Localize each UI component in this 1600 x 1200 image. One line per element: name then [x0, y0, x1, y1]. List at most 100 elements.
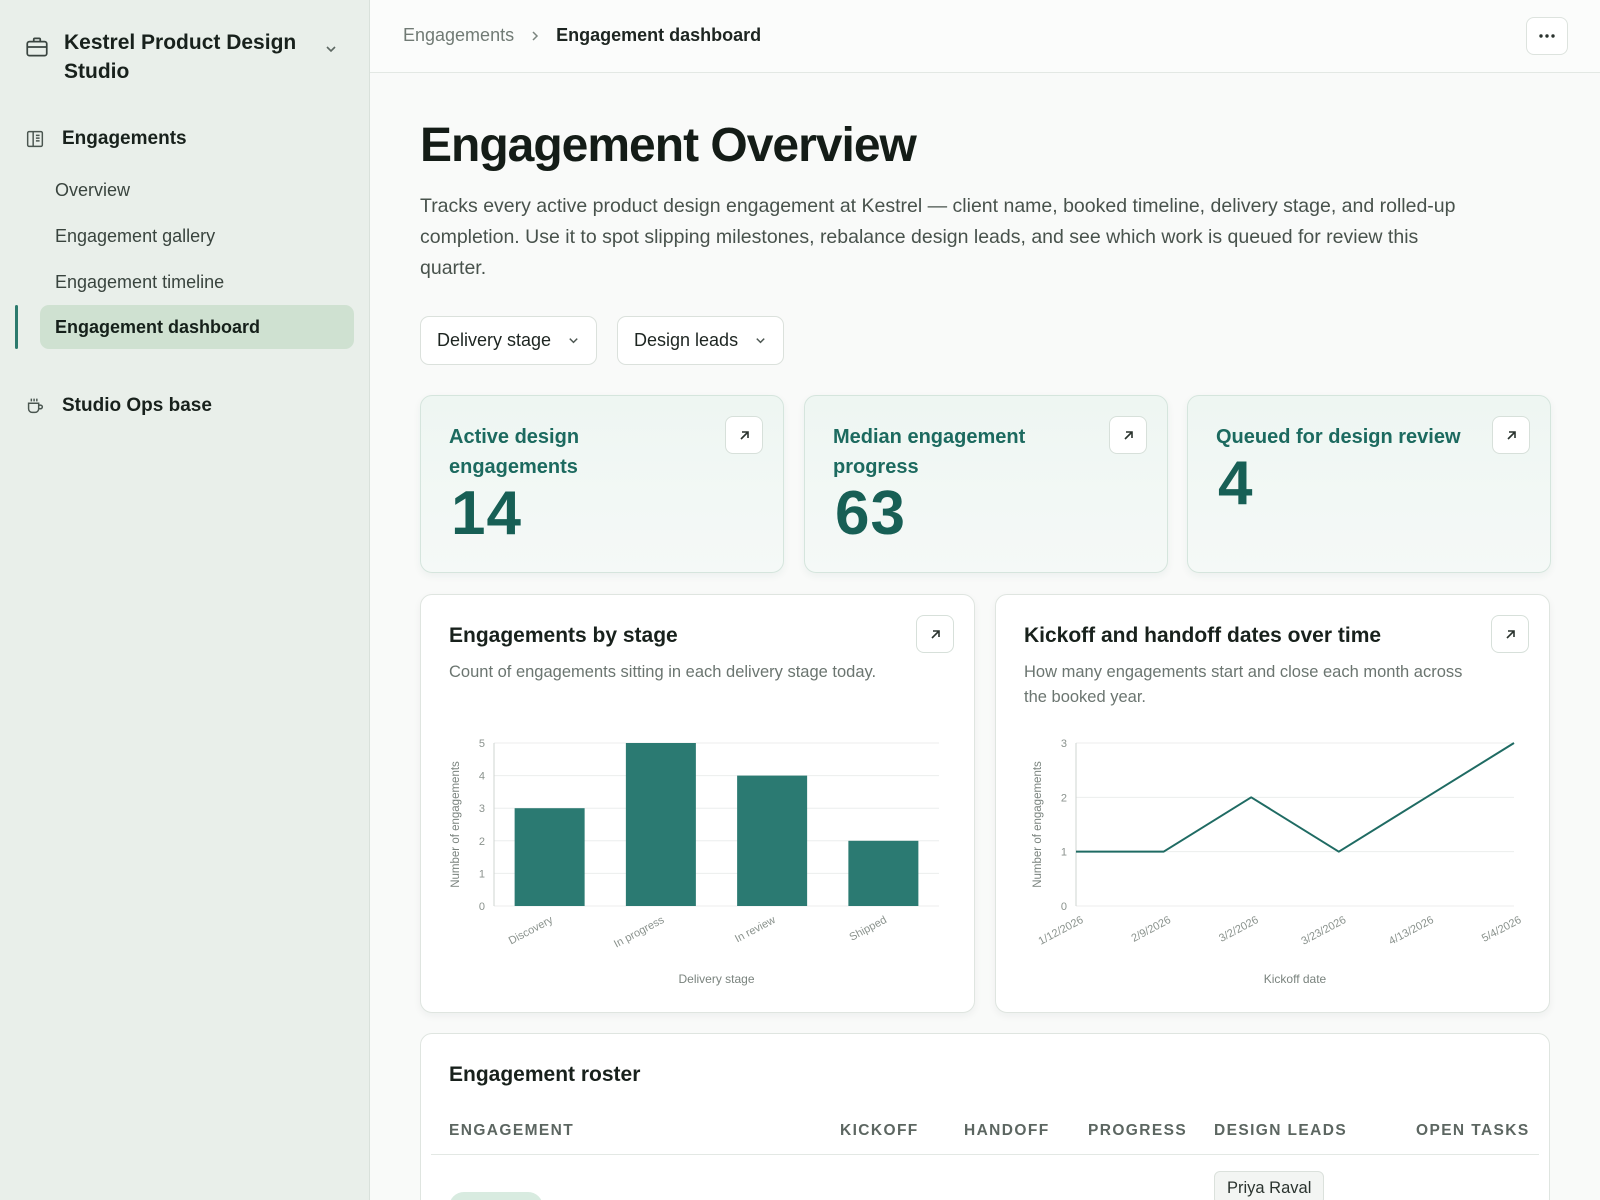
kpi-value: 14 [451, 479, 522, 548]
kpi-value: 4 [1218, 449, 1254, 518]
bar-chart: 0 1 2 3 4 5 Number of engagements Delivery stag… [450, 738, 939, 986]
breadcrumb-current: Engagement dashboard [556, 25, 762, 45]
y-tick-label: 2 [479, 836, 485, 848]
card-title: Engagements by stage [449, 624, 678, 647]
sidebar-item-overview[interactable]: Overview [40, 168, 354, 212]
column-header-progress[interactable]: PROGRESS [1088, 1122, 1188, 1139]
sidebar-item-label: Overview [55, 179, 131, 200]
more-horizontal-icon [1539, 34, 1555, 38]
sidebar-section-label: Engagements [62, 128, 187, 149]
x-tick-label: 3/23/2026 [1299, 914, 1348, 948]
y-axis-label: Number of engagements [1032, 761, 1044, 888]
x-tick-label: Discovery [507, 914, 556, 947]
bar [514, 808, 585, 906]
expand-button[interactable] [725, 416, 763, 454]
x-axis-label: Kickoff date [1264, 972, 1327, 986]
y-tick-label: 4 [479, 771, 485, 783]
y-tick-label: 1 [479, 868, 485, 880]
sidebar-section-studio-ops[interactable]: Studio Ops base [24, 395, 212, 417]
workspace-name: Kestrel Product Design Studio [64, 31, 297, 83]
expand-button[interactable] [916, 615, 954, 653]
y-tick-label: 0 [479, 901, 485, 913]
y-tick-label: 5 [479, 738, 485, 750]
chevron-down-icon[interactable] [324, 42, 338, 56]
x-tick-label: 1/12/2026 [1037, 914, 1086, 948]
chart-card-dates: 0 1 2 3 Number of engagements Kickoff date 1/1… [995, 594, 1550, 1013]
y-tick-label: 3 [479, 803, 485, 815]
bar [625, 743, 696, 906]
y-tick-label: 2 [1061, 792, 1067, 804]
y-tick-label: 3 [1061, 738, 1067, 750]
sidebar-item-timeline[interactable]: Engagement timeline [40, 260, 354, 304]
more-options-button[interactable] [1526, 17, 1568, 55]
kpi-label: Median engagement progress [833, 426, 1026, 478]
column-header-engagement[interactable]: ENGAGEMENT [449, 1122, 575, 1139]
x-tick-label: 5/4/2026 [1480, 914, 1523, 945]
sidebar-base-label: Studio Ops base [62, 395, 212, 416]
expand-button[interactable] [1109, 416, 1147, 454]
coffee-cup-icon [27, 398, 44, 414]
x-tick-label: In progress [612, 914, 667, 951]
y-tick-label: 1 [1061, 847, 1067, 859]
book-icon [26, 130, 44, 148]
y-tick-label: 0 [1061, 901, 1067, 913]
briefcase-icon [26, 37, 48, 57]
kpi-label: Active design engagements [449, 426, 580, 478]
column-header-design-leads[interactable]: DESIGN LEADS [1214, 1122, 1348, 1139]
sidebar-item-label: Engagement timeline [55, 271, 225, 292]
x-tick-label: 4/13/2026 [1387, 914, 1436, 948]
line-chart: 0 1 2 3 Number of engagements Kickoff date 1/1… [1032, 738, 1523, 986]
filter-delivery-stage[interactable]: Delivery stage [420, 316, 598, 365]
expand-button[interactable] [1492, 416, 1530, 454]
page-description: Tracks every active product design engag… [420, 195, 1456, 279]
chevron-right-icon [532, 30, 539, 41]
breadcrumb-parent[interactable]: Engagements [403, 25, 515, 45]
sidebar-item-dashboard[interactable]: Engagement dashboard [40, 305, 354, 349]
roster-title: Engagement roster [449, 1063, 641, 1086]
header-divider [431, 1154, 1539, 1155]
series-line [1076, 742, 1515, 853]
bar [848, 840, 919, 906]
kpi-card-queued-review: Queued for design review 4 [1187, 395, 1551, 573]
sidebar-item-gallery[interactable]: Engagement gallery [40, 214, 354, 258]
card-title: Kickoff and handoff dates over time [1024, 624, 1382, 647]
arrow-up-right-icon [1506, 430, 1516, 440]
x-tick-label: 2/9/2026 [1130, 914, 1173, 945]
engagement-roster: Engagement roster ENGAGEMENT KICKOFF HAN… [420, 1033, 1550, 1200]
sidebar-section-engagements[interactable]: Engagements [24, 128, 187, 150]
filter-label: Delivery stage [437, 330, 552, 350]
x-tick-label: Shipped [848, 914, 889, 944]
breadcrumb: Engagements Engagement dashboard [403, 25, 761, 46]
kpi-label: Queued for design review [1216, 426, 1461, 448]
column-header-handoff[interactable]: HANDOFF [964, 1122, 1050, 1139]
column-header-kickoff[interactable]: KICKOFF [840, 1122, 919, 1139]
stage-pill [449, 1192, 543, 1200]
arrow-up-right-icon [1123, 430, 1133, 440]
active-indicator [15, 305, 18, 349]
card-subtitle: Count of engagements sitting in each del… [449, 663, 877, 681]
arrow-up-right-icon [739, 430, 749, 440]
chart-card-by-stage: 0 1 2 3 4 5 Number of engagements Delivery stag… [420, 594, 975, 1013]
x-tick-label: 3/2/2026 [1217, 914, 1260, 945]
kpi-card-active: Active design engagements 14 [420, 395, 784, 573]
bar [737, 775, 808, 906]
card-subtitle: How many engagements start and close eac… [1024, 663, 1463, 706]
chevron-down-icon [569, 338, 578, 344]
workspace-switcher[interactable]: Kestrel Product Design Studio [24, 28, 346, 86]
filter-design-leads[interactable]: Design leads [617, 316, 785, 365]
sidebar-item-label: Engagement dashboard [55, 316, 261, 337]
page-title: Engagement Overview [420, 119, 917, 172]
column-header-open-tasks[interactable]: OPEN TASKS [1416, 1122, 1530, 1139]
x-tick-label: In review [733, 914, 778, 945]
filter-label: Design leads [634, 330, 739, 350]
x-axis-label: Delivery stage [678, 972, 754, 986]
expand-button[interactable] [1491, 615, 1529, 653]
design-lead-chip: Priya Raval [1214, 1171, 1325, 1200]
kpi-value: 63 [835, 479, 906, 548]
chevron-down-icon [756, 338, 765, 344]
arrow-up-right-icon [1505, 629, 1515, 639]
sidebar: Kestrel Product Design Studio Engagement… [0, 0, 370, 1200]
arrow-up-right-icon [930, 629, 940, 639]
top-bar: Engagements Engagement dashboard [370, 0, 1600, 73]
y-axis-label: Number of engagements [450, 761, 462, 888]
